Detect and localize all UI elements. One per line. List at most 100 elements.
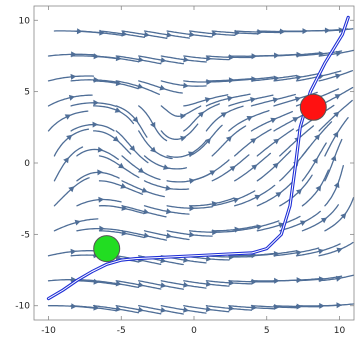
streamline-path <box>256 150 292 182</box>
streamline <box>166 172 212 184</box>
streamline <box>211 190 256 207</box>
streamline-arrow <box>209 170 216 176</box>
streamline-arrow <box>138 167 145 173</box>
streamline <box>183 305 230 313</box>
streamline-arrow <box>225 136 232 142</box>
streamline-arrow <box>183 281 189 288</box>
streamline-arrow <box>63 157 69 164</box>
streamline-path <box>76 171 120 182</box>
streamline <box>256 215 301 232</box>
streamline-arrow <box>320 217 328 224</box>
streamline-path <box>76 30 123 37</box>
streamline-path <box>160 280 207 289</box>
streamline-arrow <box>150 121 156 129</box>
streamline <box>188 124 223 157</box>
streamline <box>211 125 247 157</box>
streamline-arrow <box>189 231 195 238</box>
streamline-arrow <box>120 183 127 189</box>
streamline-path <box>53 128 90 157</box>
streamline-path <box>324 164 344 207</box>
streamline-arrow <box>138 306 144 313</box>
streamline-arrow <box>296 303 303 310</box>
streamline <box>273 73 320 82</box>
streamline-path <box>76 148 119 160</box>
streamline <box>47 94 93 107</box>
streamline-arrow <box>233 197 240 204</box>
streamline <box>138 305 184 315</box>
streamline-path <box>138 305 184 315</box>
streamline-path <box>250 110 293 132</box>
streamline-arrow <box>228 305 235 312</box>
streamline <box>318 70 354 82</box>
streamline-arrow <box>315 185 322 192</box>
streamline-arrow <box>334 94 341 100</box>
x-tick-label: 5 <box>264 326 270 336</box>
streamline <box>166 230 213 238</box>
plot-frame <box>33 5 355 321</box>
streamline-arrow <box>143 31 150 38</box>
streamline-arrow <box>335 73 342 80</box>
streamline-arrow <box>296 51 303 58</box>
streamline <box>138 55 185 65</box>
streamline-path <box>70 123 115 132</box>
streamline <box>143 230 190 241</box>
streamline-path <box>121 205 167 218</box>
streamline-path <box>324 117 349 157</box>
streamline <box>70 99 117 107</box>
streamline-arrow <box>206 79 212 85</box>
streamline <box>138 280 184 290</box>
streamline-arrow <box>292 117 299 123</box>
streamline-path <box>138 130 173 160</box>
streamline-path <box>279 210 321 232</box>
streamline-arrow <box>93 99 99 106</box>
streamline-path <box>47 94 93 107</box>
streamline <box>115 55 162 65</box>
streamline-arrow <box>129 145 136 152</box>
streamline-path <box>53 146 84 182</box>
streamline-path <box>143 180 190 191</box>
streamline-arrow <box>160 57 167 63</box>
streamline <box>234 128 272 157</box>
streamline-arrow <box>180 135 187 142</box>
streamline-path <box>205 77 253 82</box>
streamline <box>301 142 327 182</box>
streamline-arrow <box>254 194 261 201</box>
streamline <box>160 80 207 89</box>
y-tick-label: 5 <box>24 88 30 98</box>
streamline <box>324 197 355 232</box>
streamline-arrow <box>250 138 257 144</box>
streamline <box>205 105 244 132</box>
streamline-path <box>234 152 272 182</box>
streamline <box>318 241 354 257</box>
streamline <box>250 93 296 107</box>
streamline-arrow <box>166 232 173 239</box>
streamline-arrow <box>336 302 342 309</box>
streamline <box>301 204 339 232</box>
streamline-arrow <box>318 248 325 255</box>
streamline <box>115 105 148 138</box>
streamline-path <box>188 197 235 207</box>
streamline <box>98 180 144 195</box>
streamline <box>121 205 167 218</box>
streamline-arrow <box>66 134 73 141</box>
streamline-arrow <box>204 97 211 103</box>
streamline-arrow <box>336 275 342 282</box>
streamline-path <box>234 128 272 157</box>
streamline <box>256 150 292 182</box>
streamline <box>256 128 295 157</box>
streamline-path <box>115 105 148 138</box>
streamline <box>70 121 115 132</box>
streamline-arrow <box>335 50 342 57</box>
streamline <box>205 305 253 312</box>
streamline-path <box>211 154 250 182</box>
streamline <box>256 179 295 207</box>
x-tick-label: 0 <box>191 326 197 336</box>
streamline <box>53 177 90 207</box>
streamline-arrow <box>137 281 144 288</box>
streamline-path <box>115 305 162 315</box>
streamline-arrow <box>163 164 170 170</box>
streamline-path <box>138 55 185 65</box>
streamline <box>92 280 140 289</box>
streamline-arrow <box>189 31 195 38</box>
streamline-arrow <box>340 213 347 220</box>
